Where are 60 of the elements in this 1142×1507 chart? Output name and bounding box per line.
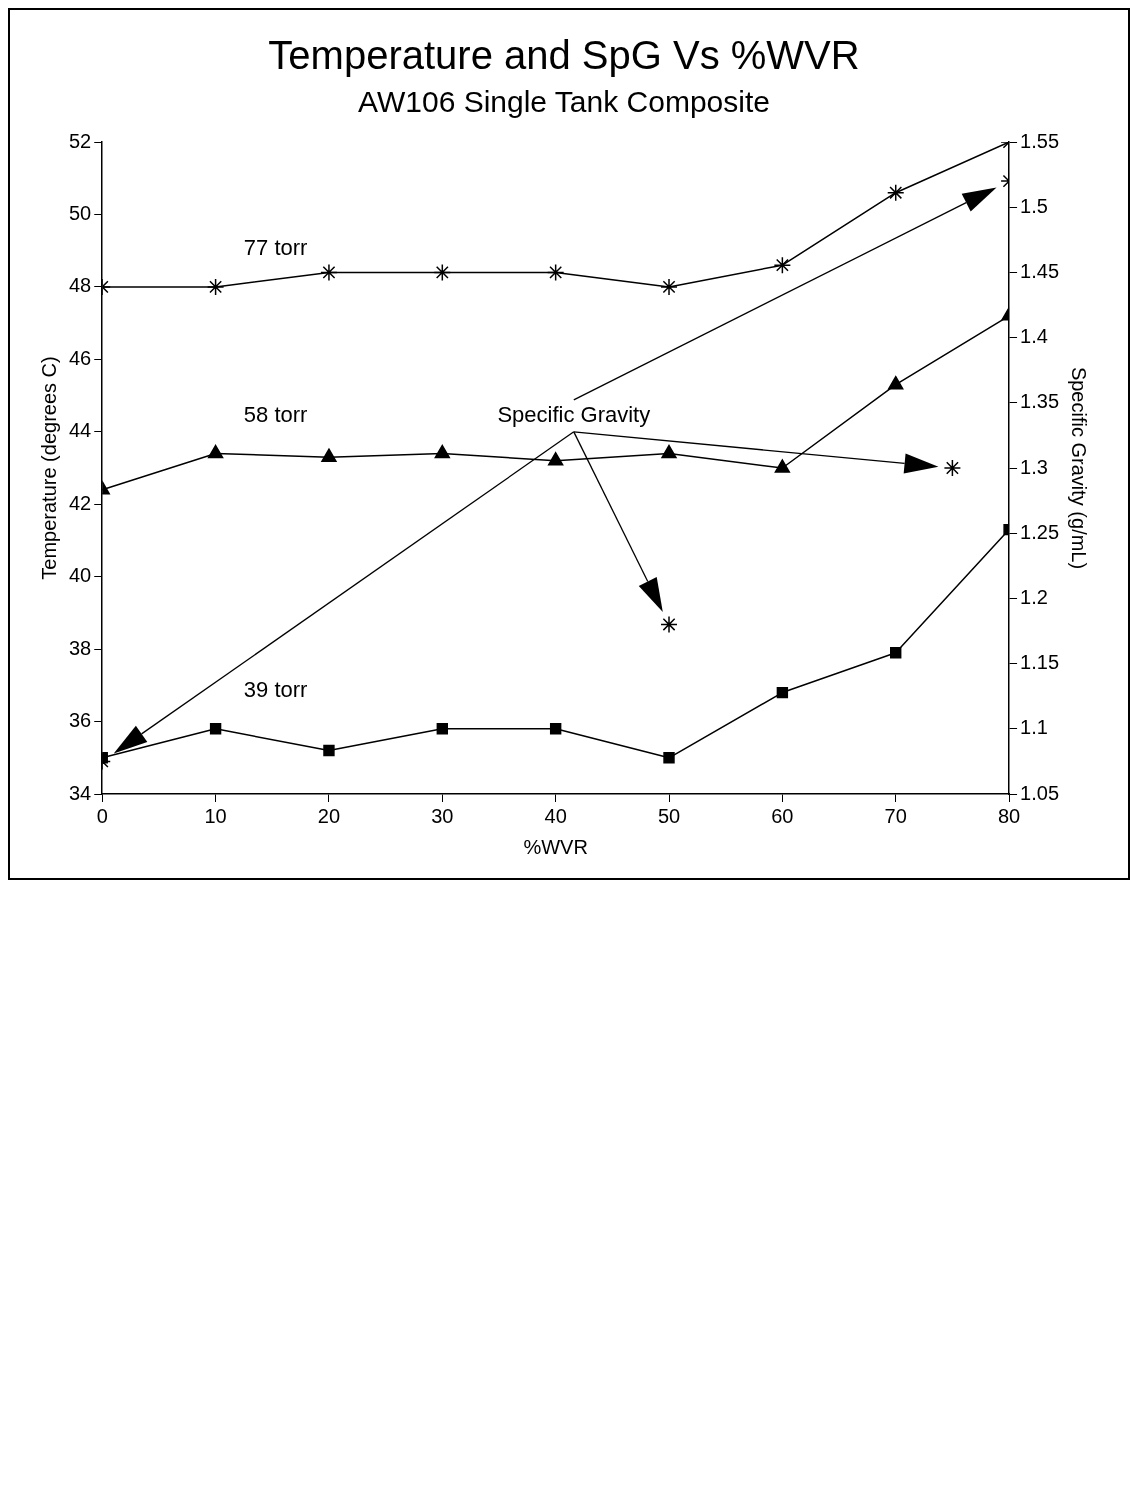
point bbox=[546, 263, 565, 282]
point bbox=[209, 723, 222, 735]
y2-tick-label: 1.45 bbox=[1020, 259, 1060, 282]
chart-title: Temperature and SpG Vs %WVR bbox=[268, 33, 860, 78]
point bbox=[888, 375, 904, 390]
y2-tick-label: 1.2 bbox=[1020, 585, 1048, 608]
x-axis-title: %WVR bbox=[523, 835, 588, 858]
y-tick-label: 46 bbox=[69, 346, 92, 369]
point bbox=[886, 183, 905, 202]
y-tick-label: 42 bbox=[69, 491, 92, 514]
annotation: 39 torr bbox=[243, 676, 308, 702]
x-tick-label: 10 bbox=[204, 804, 227, 827]
x-tick-label: 20 bbox=[317, 804, 341, 827]
x-tick-label: 60 bbox=[771, 804, 794, 827]
y2-axis-title: Specific Gravity (g/mL) bbox=[1068, 366, 1091, 570]
y-tick-label: 50 bbox=[69, 201, 92, 224]
point bbox=[547, 452, 564, 466]
y-tick-label: 48 bbox=[69, 274, 92, 297]
y2-tick-label: 1.1 bbox=[1020, 716, 1048, 739]
y-tick-label: 52 bbox=[69, 129, 92, 152]
annotation: Specific Gravity bbox=[497, 401, 651, 427]
y2-tick-label: 1.15 bbox=[1020, 651, 1060, 674]
y2-tick-label: 1.4 bbox=[1020, 325, 1048, 348]
x-tick-label: 80 bbox=[997, 804, 1021, 827]
point bbox=[206, 278, 225, 296]
point bbox=[549, 723, 562, 735]
y-tick-label: 40 bbox=[69, 564, 92, 587]
y-tick-label: 36 bbox=[69, 709, 92, 732]
point bbox=[323, 744, 335, 757]
point bbox=[660, 278, 678, 296]
y2-tick-label: 1.5 bbox=[1020, 194, 1048, 217]
y2-tick-label: 1.3 bbox=[1020, 455, 1048, 478]
y2-tick-label: 1.55 bbox=[1020, 129, 1060, 152]
x-tick-label: 50 bbox=[657, 804, 681, 827]
y-tick-label: 34 bbox=[69, 781, 92, 804]
y2-tick-label: 1.35 bbox=[1020, 390, 1060, 413]
point bbox=[207, 444, 224, 459]
point bbox=[661, 444, 677, 459]
chart-subtitle: AW106 Single Tank Composite bbox=[358, 85, 770, 119]
y2-tick-label: 1.25 bbox=[1020, 520, 1060, 543]
point bbox=[434, 444, 450, 459]
annotation: 77 torr bbox=[243, 234, 308, 260]
x-tick-label: 70 bbox=[884, 804, 907, 827]
point bbox=[890, 647, 902, 659]
point bbox=[774, 459, 791, 473]
annotation: 58 torr bbox=[243, 401, 308, 427]
x-tick-label: 0 bbox=[96, 804, 108, 827]
y-axis-title: Temperature (degrees C) bbox=[37, 356, 60, 580]
point bbox=[776, 686, 789, 699]
x-tick-label: 30 bbox=[431, 804, 454, 827]
point bbox=[433, 263, 452, 282]
point bbox=[320, 263, 338, 282]
point bbox=[773, 256, 792, 274]
x-tick-label: 40 bbox=[544, 804, 567, 827]
point bbox=[436, 723, 449, 735]
y2-tick-label: 1.05 bbox=[1020, 781, 1060, 804]
y-tick-label: 44 bbox=[69, 419, 92, 442]
point bbox=[663, 752, 675, 764]
y-tick-label: 38 bbox=[69, 636, 92, 659]
point bbox=[321, 448, 337, 462]
